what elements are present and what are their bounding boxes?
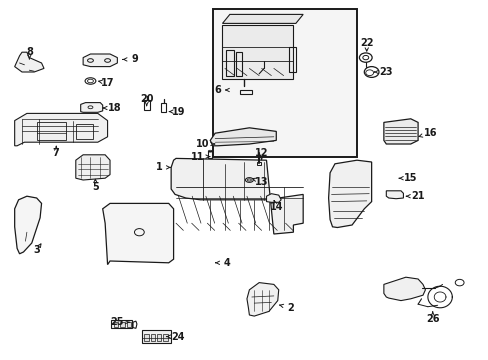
Bar — [144, 100, 150, 110]
Text: 1: 1 — [155, 162, 162, 172]
Bar — [120, 322, 124, 327]
Polygon shape — [83, 54, 117, 67]
Polygon shape — [210, 128, 276, 146]
Text: 18: 18 — [108, 103, 122, 113]
Text: 14: 14 — [269, 202, 283, 212]
Text: 23: 23 — [379, 67, 392, 77]
Bar — [142, 330, 171, 343]
Text: 17: 17 — [101, 78, 114, 88]
Text: 9: 9 — [131, 54, 138, 64]
Bar — [37, 122, 66, 140]
Text: 16: 16 — [423, 128, 436, 138]
Text: 4: 4 — [224, 258, 230, 268]
Bar — [157, 334, 161, 341]
Text: 5: 5 — [92, 182, 99, 192]
Text: 8: 8 — [26, 47, 33, 57]
Polygon shape — [222, 14, 303, 23]
Polygon shape — [102, 203, 173, 265]
Text: 25: 25 — [110, 317, 124, 327]
Bar — [163, 334, 167, 341]
Bar — [144, 334, 148, 341]
Text: 3: 3 — [33, 245, 40, 255]
Polygon shape — [81, 103, 102, 112]
Text: 20: 20 — [140, 94, 153, 104]
Bar — [76, 124, 93, 139]
Text: 11: 11 — [191, 152, 204, 162]
Bar — [161, 103, 166, 112]
Polygon shape — [383, 277, 425, 301]
Polygon shape — [328, 160, 371, 228]
Text: 22: 22 — [359, 38, 373, 48]
Text: 6: 6 — [214, 85, 221, 95]
Text: 12: 12 — [254, 148, 268, 158]
Polygon shape — [246, 283, 278, 316]
Polygon shape — [15, 196, 41, 254]
Bar — [126, 322, 131, 327]
Text: 7: 7 — [53, 148, 60, 158]
Text: 26: 26 — [425, 314, 439, 324]
Polygon shape — [386, 191, 403, 199]
Text: 24: 24 — [171, 332, 185, 342]
Bar — [111, 320, 132, 328]
Text: 13: 13 — [254, 177, 268, 187]
Text: 2: 2 — [287, 303, 294, 313]
Polygon shape — [76, 155, 110, 180]
Text: 21: 21 — [410, 191, 424, 201]
Text: 19: 19 — [171, 107, 185, 117]
Bar — [212, 9, 356, 157]
Text: 15: 15 — [403, 173, 417, 183]
Text: 10: 10 — [196, 139, 209, 149]
Polygon shape — [171, 158, 303, 234]
Bar — [150, 334, 155, 341]
Bar — [257, 162, 261, 165]
Polygon shape — [15, 113, 107, 146]
Polygon shape — [383, 119, 417, 144]
Polygon shape — [266, 194, 281, 202]
Bar — [114, 322, 118, 327]
Polygon shape — [222, 25, 293, 79]
Polygon shape — [15, 52, 44, 72]
Bar — [208, 151, 212, 158]
